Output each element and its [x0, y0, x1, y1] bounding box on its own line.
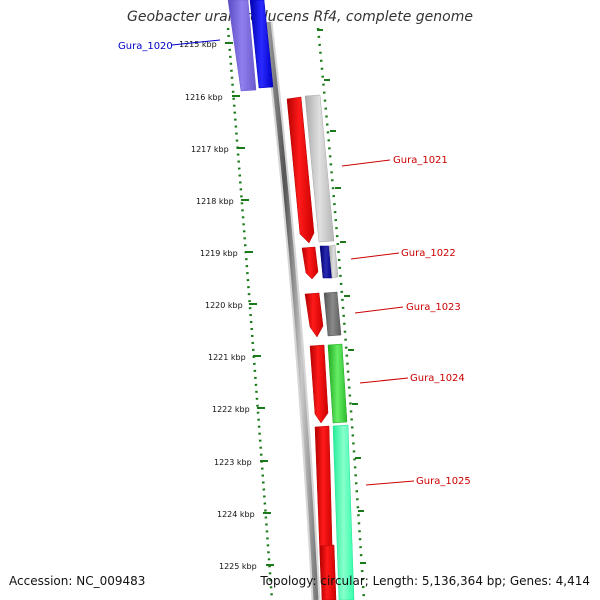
gene-feature-gura-1020[interactable]	[227, 0, 274, 92]
gene-arrow[interactable]	[227, 0, 257, 92]
gene-label-gura-1022[interactable]: Gura_1022	[401, 248, 456, 259]
ruler-ticks	[225, 42, 274, 566]
tick-label: 1225 kbp	[219, 562, 257, 571]
gene-feature-gura-1024[interactable]	[309, 343, 348, 424]
genome-summary-text: Topology: circular; Length: 5,136,364 bp…	[260, 574, 590, 588]
gene-arrow[interactable]	[286, 96, 315, 244]
gene-arrow[interactable]	[309, 344, 329, 424]
gene-arrow[interactable]	[319, 544, 337, 600]
ruler-tick-labels: 1215 kbp 1216 kbp 1217 kbp 1218 kbp 1219…	[179, 40, 257, 571]
gene-feature-gura-1023[interactable]	[304, 291, 342, 338]
gene-label-gura-1023[interactable]: Gura_1023	[406, 302, 461, 313]
tick-label: 1220 kbp	[205, 301, 243, 310]
outer-dotted-track	[316, 27, 366, 600]
outer-track-ticks	[317, 29, 366, 564]
tick-label: 1224 kbp	[217, 510, 255, 519]
tick-label: 1218 kbp	[196, 197, 234, 206]
gene-labels: Gura_1020 Gura_1021 Gura_1022 Gura_1023 …	[118, 41, 471, 487]
tick-label: 1221 kbp	[208, 353, 246, 362]
ruler-scale	[226, 27, 274, 600]
gene-arrow[interactable]	[249, 0, 274, 89]
gene-block[interactable]	[328, 244, 339, 279]
gene-label-gura-1024[interactable]: Gura_1024	[410, 373, 465, 384]
gene-block[interactable]	[327, 343, 348, 424]
tick-label: 1217 kbp	[191, 145, 229, 154]
gene-label-gura-1021[interactable]: Gura_1021	[393, 155, 448, 166]
gene-feature-partial[interactable]	[319, 544, 337, 600]
gene-block[interactable]	[323, 291, 342, 337]
gene-block[interactable]	[304, 94, 335, 243]
gene-feature-gura-1021[interactable]	[286, 94, 335, 244]
accession-text: Accession: NC_009483	[9, 574, 146, 588]
backbone	[265, 21, 319, 600]
tick-label: 1219 kbp	[200, 249, 238, 258]
gene-arrow[interactable]	[304, 292, 324, 338]
gene-arrow[interactable]	[301, 246, 319, 280]
tick-label: 1216 kbp	[185, 93, 223, 102]
gene-label-gura-1020[interactable]: Gura_1020	[118, 41, 173, 52]
label-leaders	[171, 39, 415, 486]
tick-label: 1222 kbp	[212, 405, 250, 414]
tick-label: 1215 kbp	[179, 40, 217, 49]
tick-label: 1223 kbp	[214, 458, 252, 467]
gene-feature-gura-1022[interactable]	[301, 244, 339, 280]
gene-block[interactable]	[332, 424, 355, 600]
gene-label-gura-1025[interactable]: Gura_1025	[416, 476, 471, 487]
map-title: Geobacter uraniireducens Rf4, complete g…	[127, 9, 473, 25]
